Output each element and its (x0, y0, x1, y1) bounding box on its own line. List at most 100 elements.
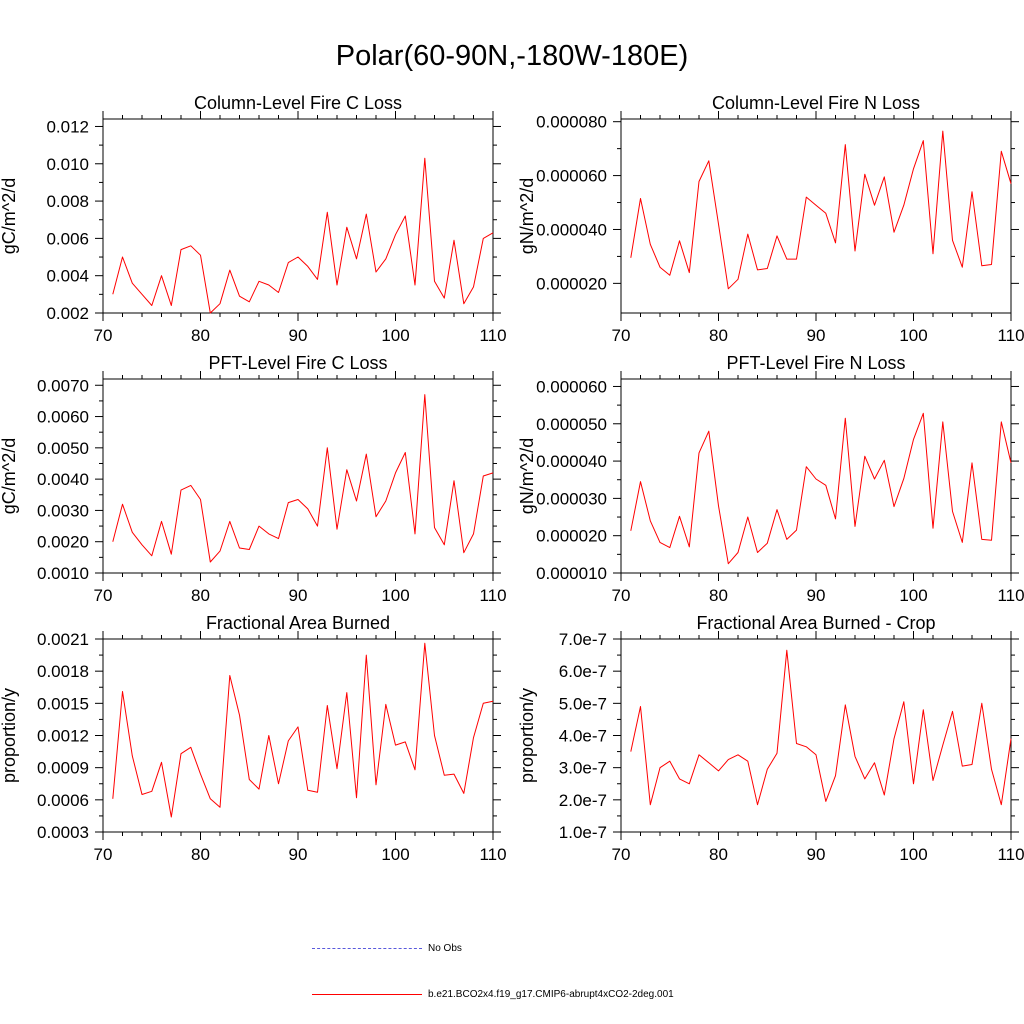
chart-title: Column-Level Fire C Loss (194, 93, 402, 113)
x-tick-label: 70 (612, 845, 631, 864)
y-tick-label: 0.0030 (37, 501, 89, 520)
y-tick-label: 1.0e-7 (559, 823, 607, 842)
chart-panel: Fractional Area Burned proportion/y 70 80 90… (0, 613, 507, 864)
plot-frame (102, 118, 494, 314)
x-tick-label: 70 (612, 326, 631, 345)
y-tick-label: 0.010 (46, 155, 89, 174)
y-tick-label: 4.0e-7 (559, 727, 607, 746)
x-tick-label: 70 (94, 326, 113, 345)
x-tick-label: 90 (807, 326, 826, 345)
series-line (630, 649, 1012, 806)
x-tick-label: 90 (807, 845, 826, 864)
y-tick-label: 2.0e-7 (559, 791, 607, 810)
chart-title: Fractional Area Burned (206, 613, 390, 633)
chart-panel: Column-Level Fire N Loss gN/m^2/d 70 80 90 10… (517, 93, 1024, 345)
y-tick-label: 0.008 (46, 192, 89, 211)
x-tick-label: 90 (289, 326, 308, 345)
y-tick-label: 0.000020 (536, 527, 607, 546)
legend-item-model-run: b.e21.BCO2x4.f19_g17.CMIP6-abrupt4xCO2-2… (312, 989, 674, 1000)
y-tick-label: 0.000080 (536, 113, 607, 132)
x-tick-label: 100 (899, 845, 927, 864)
y-tick-label: 0.0070 (37, 376, 89, 395)
series-line (112, 394, 494, 563)
y-tick-label: 0.000060 (536, 377, 607, 396)
legend-item-no-obs: No Obs (312, 943, 462, 954)
x-tick-label: 80 (191, 326, 210, 345)
legend-swatch-no-obs (312, 947, 422, 949)
chart-panel: Fractional Area Burned - Crop proportion/… (517, 613, 1024, 864)
legend-swatch-model-run (312, 993, 422, 995)
x-tick-label: 100 (899, 326, 927, 345)
y-tick-label: 0.000030 (536, 489, 607, 508)
x-tick-label: 100 (381, 845, 409, 864)
y-tick-label: 6.0e-7 (559, 662, 607, 681)
chart-panel: PFT-Level Fire C Loss gC/m^2/d 70 80 90 100 11… (0, 353, 507, 605)
series-line (630, 412, 1012, 565)
x-tick-label: 80 (191, 845, 210, 864)
y-axis-label: gC/m^2/d (0, 178, 19, 254)
y-tick-label: 0.0050 (37, 439, 89, 458)
plot-frame (620, 118, 1012, 314)
x-tick-label: 70 (612, 586, 631, 605)
chart-panel: PFT-Level Fire N Loss gN/m^2/d 70 80 90 100 11… (517, 353, 1024, 605)
series-line (112, 157, 494, 314)
y-tick-label: 0.0015 (37, 694, 89, 713)
x-tick-label: 80 (709, 586, 728, 605)
x-tick-label: 110 (479, 326, 506, 345)
x-tick-label: 110 (997, 845, 1024, 864)
y-axis-label: proportion/y (0, 688, 19, 783)
x-tick-label: 70 (94, 845, 113, 864)
y-tick-label: 0.000010 (536, 564, 607, 583)
chart-title: PFT-Level Fire C Loss (208, 353, 387, 373)
legend-label-no-obs: No Obs (428, 943, 462, 954)
y-tick-label: 0.000040 (536, 220, 607, 239)
x-tick-label: 100 (899, 586, 927, 605)
x-tick-label: 100 (381, 326, 409, 345)
y-tick-label: 0.0018 (37, 662, 89, 681)
y-tick-label: 0.002 (46, 304, 89, 323)
x-tick-label: 70 (94, 586, 113, 605)
y-tick-label: 7.0e-7 (559, 630, 607, 649)
y-tick-label: 0.0040 (37, 470, 89, 489)
y-tick-label: 0.004 (46, 267, 89, 286)
y-axis-label: gN/m^2/d (517, 438, 537, 514)
y-tick-label: 0.000020 (536, 274, 607, 293)
y-tick-label: 0.0006 (37, 791, 89, 810)
y-tick-label: 0.0021 (37, 630, 89, 649)
y-axis-label: gC/m^2/d (0, 438, 19, 514)
y-tick-label: 0.0010 (37, 564, 89, 583)
x-tick-label: 110 (479, 845, 506, 864)
plot-frame (620, 638, 1012, 833)
y-tick-label: 0.0009 (37, 759, 89, 778)
y-tick-label: 0.000050 (536, 415, 607, 434)
x-tick-label: 90 (807, 586, 826, 605)
series-line (630, 130, 1012, 290)
y-tick-label: 0.0060 (37, 408, 89, 427)
page-title: Polar(60-90N,-180W-180E) (335, 40, 689, 72)
y-tick-label: 0.000060 (536, 167, 607, 186)
chart-title: Fractional Area Burned - Crop (696, 613, 935, 633)
x-tick-label: 110 (479, 586, 506, 605)
x-tick-label: 100 (381, 586, 409, 605)
x-tick-label: 80 (709, 326, 728, 345)
y-tick-label: 5.0e-7 (559, 694, 607, 713)
y-tick-label: 0.000040 (536, 452, 607, 471)
x-tick-label: 110 (997, 326, 1024, 345)
legend-label-model-run: b.e21.BCO2x4.f19_g17.CMIP6-abrupt4xCO2-2… (428, 989, 674, 1000)
y-tick-label: 0.012 (46, 117, 89, 136)
chart-panel: Column-Level Fire C Loss gC/m^2/d 70 80 90 10… (0, 93, 507, 345)
x-tick-label: 80 (191, 586, 210, 605)
x-tick-label: 90 (289, 845, 308, 864)
y-axis-label: gN/m^2/d (517, 178, 537, 254)
series-line (112, 642, 494, 818)
y-tick-label: 0.0003 (37, 823, 89, 842)
plot-frame (102, 378, 494, 574)
y-tick-label: 0.006 (46, 229, 89, 248)
y-tick-label: 0.0020 (37, 533, 89, 552)
chart-title: Column-Level Fire N Loss (712, 93, 920, 113)
x-tick-label: 90 (289, 586, 308, 605)
y-tick-label: 3.0e-7 (559, 759, 607, 778)
x-tick-label: 110 (997, 586, 1024, 605)
y-axis-label: proportion/y (517, 688, 537, 783)
